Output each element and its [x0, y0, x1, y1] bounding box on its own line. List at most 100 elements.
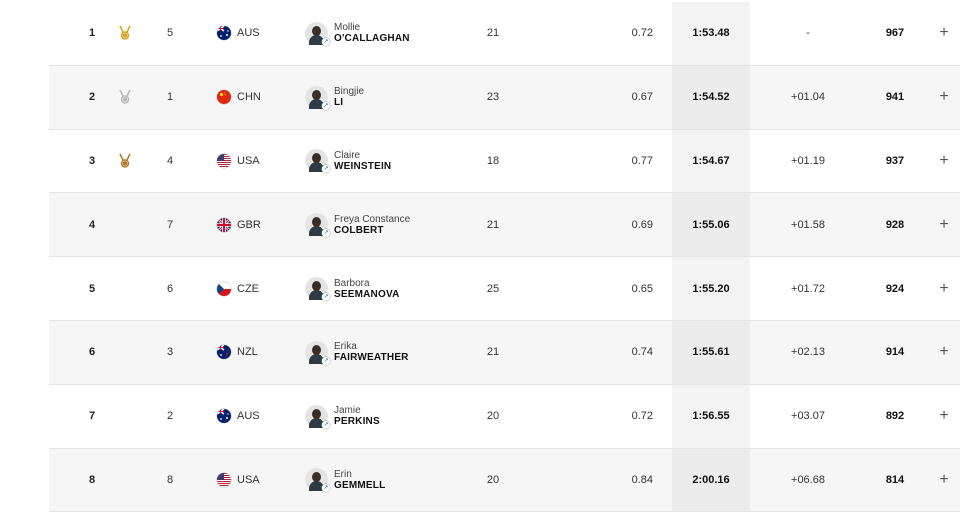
athlete[interactable]: ↗ Mollie O'CALLAGHAN [305, 2, 410, 65]
athlete[interactable]: ↗ Claire WEINSTEIN [305, 130, 391, 193]
medal-placeholder [117, 321, 133, 384]
silver-medal-icon [117, 66, 133, 129]
table-row[interactable]: 1 5 AUS ↗ Mollie O'CALLAGHAN 21 0.72 1:5… [49, 2, 960, 66]
nationality: CHN [217, 66, 261, 129]
athlete-family-name: GEMMELL [334, 479, 386, 491]
table-row[interactable]: 7 2 AUS ↗ Jamie PERKINS 20 0.72 1:56.55 … [49, 384, 960, 449]
points: 892 [885, 410, 905, 423]
time-behind: +01.04 [791, 91, 825, 104]
athlete-family-name: LI [334, 97, 344, 109]
table-row[interactable]: 5 6 CZE ↗ Barbora SEEMANOVA 25 0.65 1:55… [49, 257, 960, 321]
nationality: AUS [217, 385, 260, 448]
time-behind: - [806, 27, 810, 40]
table-row[interactable]: 3 4 USA ↗ Claire WEINSTEIN 18 0.77 1:54.… [49, 129, 960, 194]
nationality: USA [217, 130, 260, 193]
table-row[interactable]: 6 3 NZL ↗ Erika FAIRWEATHER 21 0.74 1:55… [49, 320, 960, 385]
athlete[interactable]: ↗ Jamie PERKINS [305, 385, 380, 448]
nationality: USA [217, 449, 260, 512]
arrow-icon: ↗ [322, 101, 330, 110]
medal-placeholder [117, 385, 133, 448]
noc-code: CZE [237, 282, 259, 295]
table-row[interactable]: 4 7 GBR ↗ Freya Constance COLBERT 21 0.6… [49, 193, 960, 258]
athlete-family-name: SEEMANOVA [334, 288, 400, 300]
flag-icon [217, 281, 231, 296]
arrow-icon: ↗ [322, 165, 330, 174]
expand-row-button[interactable]: + [939, 470, 949, 488]
points: 914 [885, 346, 905, 359]
reaction-time: 0.67 [631, 91, 653, 104]
points: 814 [885, 473, 905, 486]
rank: 4 [88, 218, 96, 231]
rank: 6 [88, 346, 96, 359]
athlete[interactable]: ↗ Bingjie LI [305, 66, 364, 129]
athlete[interactable]: ↗ Erika FAIRWEATHER [305, 321, 409, 384]
gold-medal-icon [117, 2, 133, 65]
time-behind: +01.58 [791, 218, 825, 231]
lane: 6 [166, 282, 174, 295]
nationality: CZE [217, 257, 259, 320]
athlete-given-name: Erika [334, 341, 357, 353]
result-time: 1:54.52 [672, 65, 750, 129]
time-behind: +02.13 [791, 346, 825, 359]
expand-row-button[interactable]: + [939, 407, 949, 425]
avatar[interactable]: ↗ [305, 277, 330, 302]
athlete-given-name: Freya Constance [334, 213, 411, 225]
athlete-given-name: Bingjie [334, 86, 365, 98]
flag-icon [217, 90, 231, 105]
avatar[interactable]: ↗ [305, 21, 330, 46]
age: 23 [486, 91, 500, 104]
expand-row-button[interactable]: + [939, 279, 949, 297]
result-time: 1:55.61 [672, 320, 750, 384]
avatar[interactable]: ↗ [305, 85, 330, 110]
reaction-time: 0.72 [631, 27, 653, 40]
expand-row-button[interactable]: + [939, 88, 949, 106]
reaction-time: 0.72 [631, 410, 653, 423]
avatar[interactable]: ↗ [305, 149, 330, 174]
time-behind: +06.68 [791, 473, 825, 486]
athlete-given-name: Jamie [334, 405, 361, 417]
age: 20 [486, 410, 500, 423]
table-row[interactable]: 8 8 USA ↗ Erin GEMMELL 20 0.84 2:00.16 +… [49, 448, 960, 512]
athlete[interactable]: ↗ Erin GEMMELL [305, 449, 385, 512]
reaction-time: 0.74 [631, 346, 653, 359]
medal-placeholder [117, 449, 133, 512]
table-row[interactable]: 2 1 CHN ↗ Bingjie LI 23 0.67 1:54.52 +01… [49, 65, 960, 130]
noc-code: GBR [237, 218, 261, 231]
athlete-given-name: Barbora [334, 277, 370, 289]
age: 20 [486, 473, 500, 486]
reaction-time: 0.69 [631, 218, 653, 231]
results-table: 1 5 AUS ↗ Mollie O'CALLAGHAN 21 0.72 1:5… [49, 2, 960, 512]
arrow-icon: ↗ [322, 229, 330, 238]
flag-icon [217, 217, 231, 232]
lane: 2 [166, 410, 174, 423]
athlete-given-name: Claire [334, 149, 361, 161]
rank: 7 [88, 410, 96, 423]
expand-row-button[interactable]: + [939, 151, 949, 169]
athlete-given-name: Mollie [334, 22, 361, 34]
expand-row-button[interactable]: + [939, 343, 949, 361]
reaction-time: 0.84 [631, 473, 653, 486]
flag-icon [217, 409, 231, 424]
result-time: 1:55.06 [672, 193, 750, 257]
age: 21 [486, 27, 500, 40]
age: 21 [486, 346, 500, 359]
athlete[interactable]: ↗ Freya Constance COLBERT [305, 193, 410, 256]
result-time: 1:55.20 [672, 257, 750, 320]
reaction-time: 0.65 [631, 282, 653, 295]
result-time: 1:53.48 [672, 2, 750, 65]
expand-row-button[interactable]: + [939, 24, 949, 42]
arrow-icon: ↗ [322, 484, 330, 493]
avatar[interactable]: ↗ [305, 340, 330, 365]
avatar[interactable]: ↗ [305, 468, 330, 493]
flag-icon [217, 345, 231, 360]
expand-row-button[interactable]: + [939, 215, 949, 233]
athlete-family-name: FAIRWEATHER [334, 352, 409, 364]
rank: 5 [88, 282, 96, 295]
avatar[interactable]: ↗ [305, 404, 330, 429]
avatar[interactable]: ↗ [305, 213, 330, 238]
time-behind: +01.72 [791, 282, 825, 295]
flag-icon [217, 153, 231, 168]
age: 25 [486, 282, 500, 295]
athlete[interactable]: ↗ Barbora SEEMANOVA [305, 257, 400, 320]
arrow-icon: ↗ [322, 293, 330, 302]
